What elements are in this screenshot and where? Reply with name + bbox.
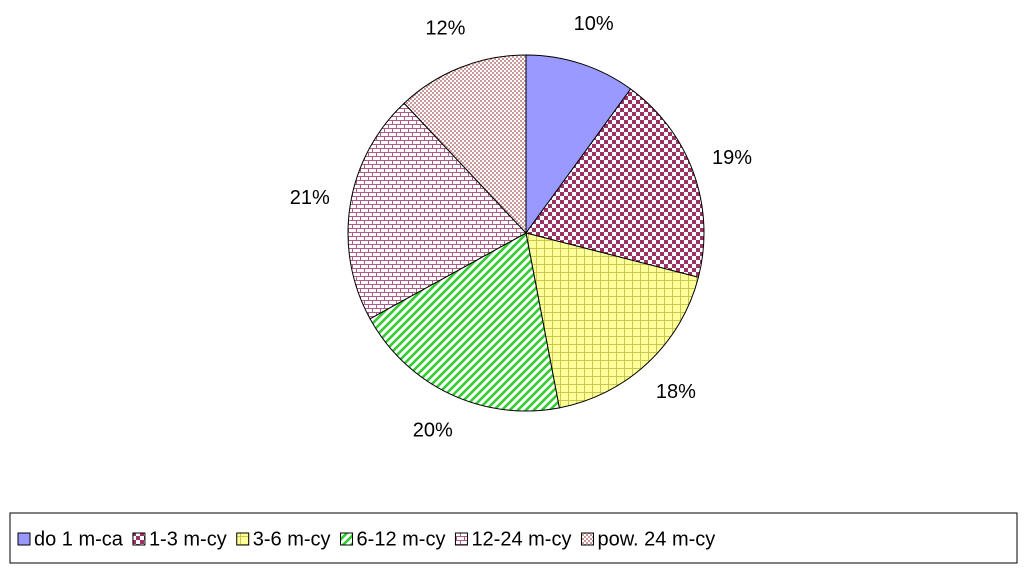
legend-swatch (132, 532, 146, 546)
pie-slice (403, 54, 527, 235)
legend-label: 12-24 m-cy (471, 528, 571, 550)
legend-box (9, 512, 1018, 564)
pie-slice (525, 232, 700, 409)
pie-slice (347, 102, 527, 320)
pie-slice (369, 232, 560, 412)
data-label: 20% (413, 419, 453, 441)
data-label: 21% (290, 187, 330, 209)
legend-label: 1-3 m-cy (149, 528, 227, 550)
legend-label: 6-12 m-cy (357, 528, 446, 550)
data-label: 12% (425, 18, 465, 40)
pie-slice (525, 54, 632, 235)
legend-label: pow. 24 m-cy (597, 528, 715, 550)
legend-swatch (340, 532, 354, 546)
pie-slice (525, 88, 705, 278)
legend-swatch (580, 532, 594, 546)
data-label: 10% (574, 13, 614, 35)
data-label: 18% (656, 381, 696, 403)
legend-label: 3-6 m-cy (253, 528, 331, 550)
legend-swatch (454, 532, 468, 546)
legend-swatch (17, 532, 31, 546)
legend-swatch (236, 532, 250, 546)
legend-label: do 1 m-ca (34, 528, 124, 550)
data-label: 19% (712, 147, 752, 169)
